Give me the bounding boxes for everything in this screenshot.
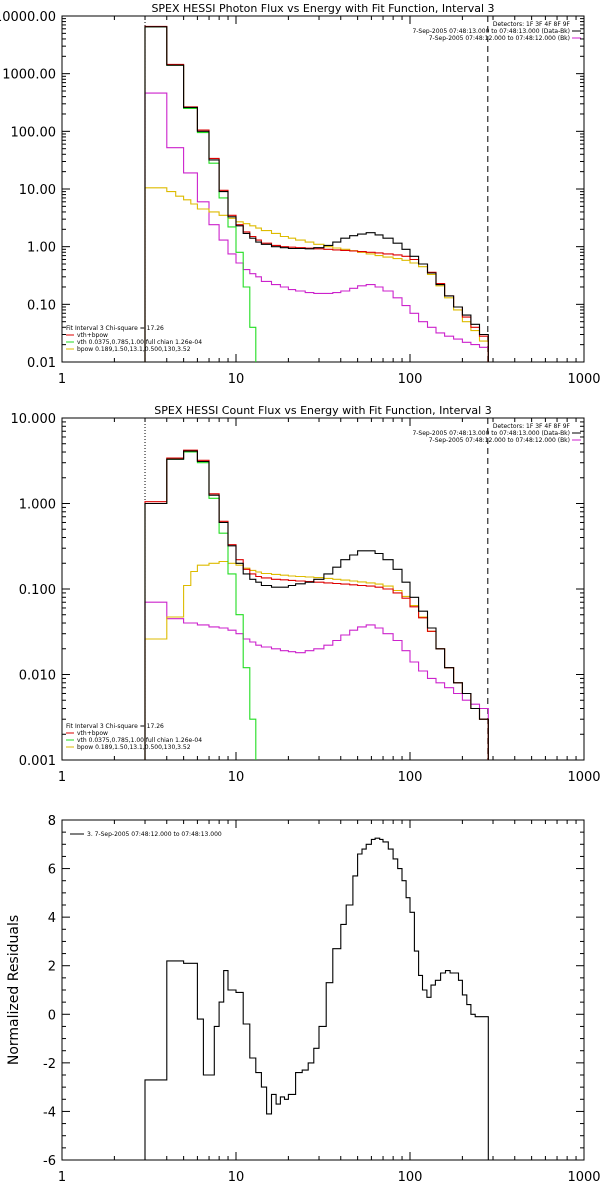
y-tick-label: 1000.00: [2, 68, 56, 83]
series-group: [145, 450, 488, 760]
legend-header: Fit Interval 3 Chi-square = 17.26: [66, 325, 164, 332]
series-bpow: [145, 562, 488, 761]
x-tick-label: 100: [398, 770, 423, 785]
legend-entry: bpow 0.189,1.50,13.1,0.500,130,3.52: [77, 346, 191, 353]
plot-frame: [62, 16, 584, 362]
series-bk: [145, 93, 488, 362]
series-group: [145, 838, 488, 1160]
y-tick-label: 100.00: [11, 125, 57, 140]
annotation-line: 7-Sep-2005 07:48:12.000 to 07:48:12.000 …: [429, 35, 570, 42]
legend-entry: vth 0.0375,0.785,1.00 full chian 1.26e-0…: [77, 339, 202, 346]
y-tick-label: 10.00: [19, 183, 56, 198]
series-vth: [145, 452, 256, 760]
x-tick-label: 1000: [567, 372, 600, 387]
photon-flux-panel: SPEX HESSI Photon Flux vs Energy with Fi…: [0, 2, 600, 387]
x-tick-label: 100: [398, 1170, 423, 1185]
series-vth: [145, 27, 256, 362]
y-tick-label: 0.010: [19, 669, 56, 684]
count-flux-panel: SPEX HESSI Count Flux vs Energy with Fit…: [11, 404, 600, 785]
series-bpow: [145, 188, 488, 362]
y-tick-label: 0.100: [19, 583, 56, 598]
x-tick-label: 10: [228, 372, 245, 387]
y-tick-label: 0.001: [19, 754, 56, 769]
legend-entry: 3. 7-Sep-2005 07:48:12.000 to 07:48:13.0…: [87, 831, 222, 838]
y-tick-label: 8: [48, 814, 56, 829]
y-tick-label: 6: [48, 863, 56, 878]
annotation-line: 7-Sep-2005 07:48:13.000 to 07:48:13.000 …: [412, 28, 570, 35]
plot-frame: [62, 820, 584, 1160]
annotation-line: 7-Sep-2005 07:48:12.000 to 07:48:12.000 …: [429, 437, 570, 444]
y-tick-label: 10000.00: [0, 10, 56, 25]
y-axis-label: Normalized Residuals: [6, 915, 22, 1065]
residuals-panel: 1 10 100 1000 -6 -4 -2 0 2 4 6 8 Normalized Residual…: [6, 814, 600, 1185]
x-tick-label: 10: [228, 770, 245, 785]
legend-entry: vth 0.0375,0.785,1.00 full chian 1.26e-0…: [77, 737, 202, 744]
series-data-bk: [145, 27, 488, 362]
legend-header: Fit Interval 3 Chi-square = 17.26: [66, 723, 164, 730]
series-data-bk: [145, 451, 488, 760]
x-tick-label: 1000: [567, 1170, 600, 1185]
annotation-line: Detectors: 1F 3F 4F 8F 9F: [493, 21, 571, 28]
series-3-7-sep-2005-07-48-12-000-to-07-48-13-000: [145, 838, 488, 1160]
annotation-line: 7-Sep-2005 07:48:13.000 to 07:48:13.000 …: [412, 430, 570, 437]
series-vth-bpow: [145, 26, 488, 362]
y-tick-label: 2: [48, 960, 56, 975]
y-tick-label: 0: [48, 1008, 56, 1023]
y-tick-label: 1.00: [27, 241, 56, 256]
y-tick-label: 0.01: [27, 356, 56, 371]
x-tick-label: 1: [58, 372, 66, 387]
plot-frame: [62, 418, 584, 760]
y-tick-label: -4: [43, 1105, 56, 1120]
x-tick-label: 1: [58, 770, 66, 785]
y-tick-label: -2: [43, 1057, 56, 1072]
x-tick-label: 10: [228, 1170, 245, 1185]
series-group: [145, 26, 488, 362]
y-tick-label: -6: [43, 1154, 56, 1169]
series-vth-bpow: [145, 450, 488, 760]
annotation-line: Detectors: 1F 3F 4F 8F 9F: [493, 423, 571, 430]
x-tick-label: 1: [58, 1170, 66, 1185]
legend-entry: bpow 0.189,1.50,13.1,0.500,130,3.52: [77, 744, 191, 751]
y-tick-label: 10.000: [11, 412, 57, 427]
x-tick-label: 1000: [567, 770, 600, 785]
chart-title: SPEX HESSI Count Flux vs Energy with Fit…: [154, 404, 491, 417]
chart-title: SPEX HESSI Photon Flux vs Energy with Fi…: [151, 2, 494, 15]
legend-entry: vth+bpow: [77, 332, 108, 339]
x-tick-label: 100: [398, 372, 423, 387]
y-tick-label: 0.10: [27, 298, 56, 313]
y-tick-label: 1.000: [19, 498, 56, 513]
legend-entry: vth+bpow: [77, 730, 108, 737]
y-tick-label: 4: [48, 911, 56, 926]
